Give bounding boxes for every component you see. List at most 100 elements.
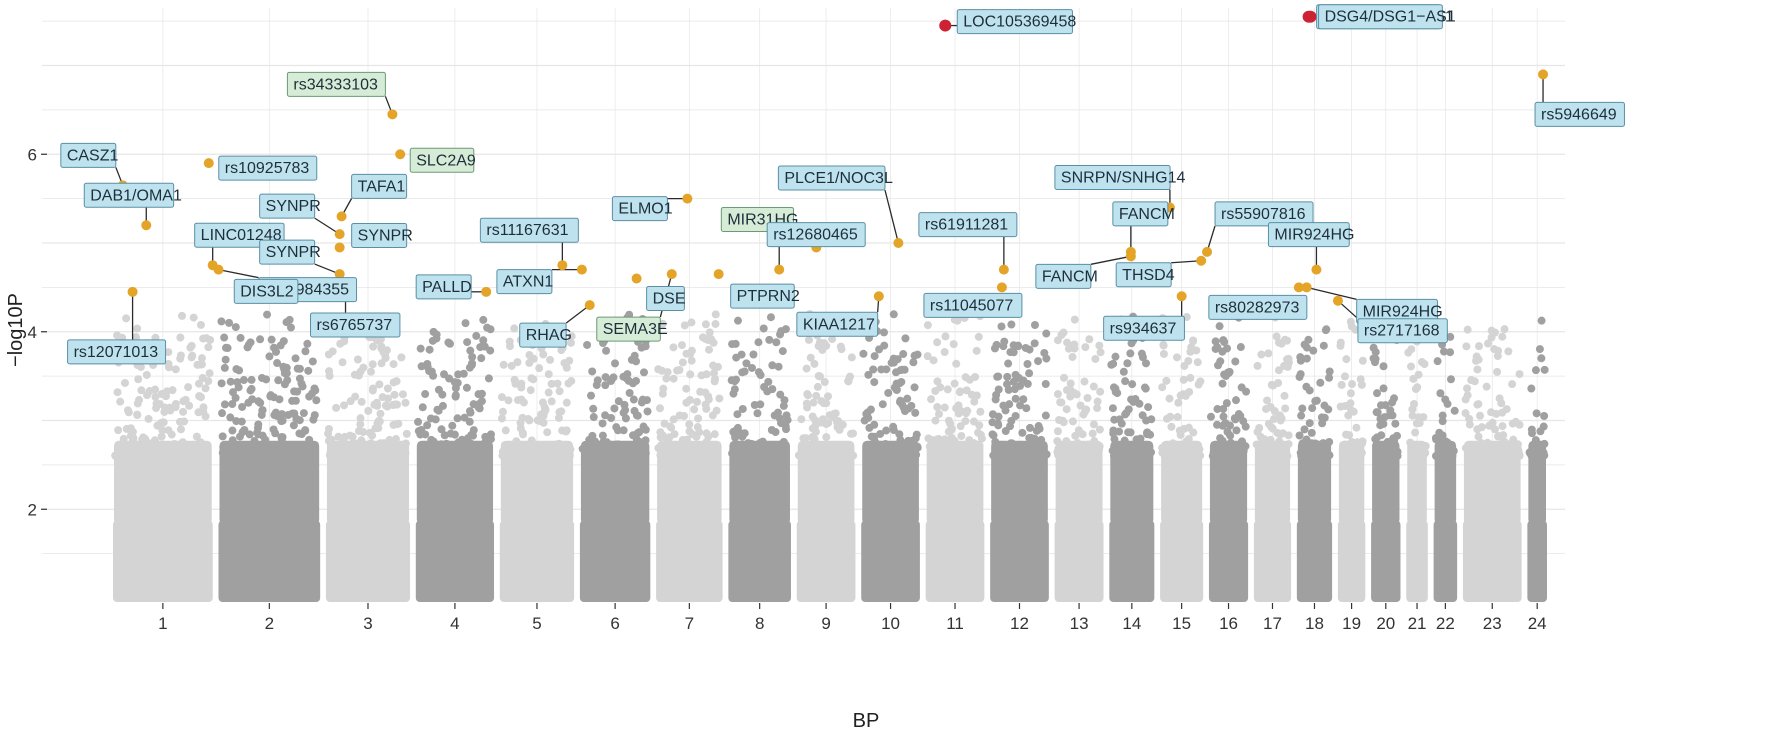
snp-label-box bbox=[409, 147, 475, 173]
snp-point bbox=[1056, 398, 1065, 407]
snp-point bbox=[1029, 444, 1038, 453]
snp-point bbox=[278, 451, 287, 460]
snp-point bbox=[1319, 341, 1328, 350]
snp-point bbox=[266, 391, 275, 400]
snp-point bbox=[540, 408, 549, 417]
snp-label-box bbox=[611, 196, 668, 222]
snp-point bbox=[1389, 434, 1398, 443]
snp-point bbox=[1193, 449, 1202, 458]
snp-point bbox=[1237, 451, 1246, 460]
snp-point bbox=[729, 389, 738, 398]
snp-point bbox=[1004, 359, 1013, 368]
snp-label: ATXN1 bbox=[503, 274, 553, 291]
snp-point bbox=[909, 451, 918, 460]
snp-point bbox=[639, 368, 648, 377]
snp-point bbox=[1034, 357, 1043, 366]
snp-point bbox=[1129, 397, 1138, 406]
snp-point bbox=[654, 444, 663, 453]
snp-point bbox=[711, 319, 720, 328]
suggestive-snp-point bbox=[713, 269, 724, 280]
snp-point bbox=[235, 432, 244, 441]
snp-label: TAFA1 bbox=[358, 178, 406, 195]
snp-point bbox=[401, 398, 410, 407]
snp-point bbox=[486, 325, 495, 334]
snp-point bbox=[217, 379, 226, 388]
snp-point bbox=[231, 323, 240, 332]
point-band bbox=[1054, 520, 1104, 602]
snp-point bbox=[324, 429, 333, 438]
snp-point bbox=[744, 439, 753, 448]
suggestive-snp-point bbox=[631, 273, 642, 284]
snp-point bbox=[391, 435, 400, 444]
snp-point bbox=[353, 355, 362, 364]
snp-point bbox=[504, 396, 513, 405]
snp-point bbox=[1474, 400, 1483, 409]
snp-point bbox=[988, 430, 997, 439]
snp-point bbox=[738, 404, 747, 413]
snp-point bbox=[340, 401, 349, 410]
snp-point bbox=[293, 387, 302, 396]
snp-point bbox=[630, 406, 639, 415]
snp-point bbox=[1540, 412, 1549, 421]
snp-point bbox=[283, 376, 292, 385]
snp-point bbox=[1379, 362, 1388, 371]
snp-point bbox=[218, 432, 227, 441]
snp-point bbox=[1511, 439, 1520, 448]
snp-point bbox=[934, 410, 943, 419]
snp-point bbox=[1066, 379, 1075, 388]
snp-point bbox=[1500, 325, 1509, 334]
snp-point bbox=[328, 347, 337, 356]
snp-point bbox=[1376, 421, 1385, 430]
snp-point bbox=[797, 415, 806, 424]
snp-point bbox=[247, 375, 256, 384]
snp-label: LOC105369458 bbox=[963, 14, 1076, 31]
snp-point bbox=[284, 411, 293, 420]
snp-point bbox=[525, 358, 534, 367]
snp-point bbox=[1300, 340, 1309, 349]
snp-point bbox=[1090, 451, 1099, 460]
snp-point bbox=[236, 333, 245, 342]
snp-point bbox=[505, 342, 514, 351]
snp-point bbox=[950, 379, 959, 388]
background-points bbox=[111, 310, 1549, 602]
snp-point bbox=[377, 451, 386, 460]
snp-point bbox=[598, 431, 607, 440]
snp-point bbox=[825, 411, 834, 420]
snp-point bbox=[673, 451, 682, 460]
snp-label-box bbox=[479, 217, 579, 243]
snp-point bbox=[291, 396, 300, 405]
snp-point bbox=[265, 352, 274, 361]
snp-point bbox=[1053, 390, 1062, 399]
snp-point bbox=[933, 377, 942, 386]
snp-point bbox=[664, 451, 673, 460]
snp-label-box bbox=[218, 155, 318, 181]
snp-point bbox=[350, 438, 359, 447]
snp-point bbox=[1226, 438, 1235, 447]
snp-point bbox=[947, 426, 956, 435]
snp-point bbox=[254, 397, 263, 406]
snp-point bbox=[195, 392, 204, 401]
snp-point bbox=[1111, 352, 1120, 361]
snp-point bbox=[228, 426, 237, 435]
snp-point bbox=[592, 381, 601, 390]
snp-point bbox=[1253, 427, 1262, 436]
snp-point bbox=[641, 425, 650, 434]
snp-point bbox=[1184, 434, 1193, 443]
snp-point bbox=[601, 381, 610, 390]
snp-point bbox=[133, 410, 142, 419]
snp-point bbox=[1474, 432, 1483, 441]
snp-point bbox=[1369, 343, 1378, 352]
snp-point bbox=[903, 394, 912, 403]
snp-point bbox=[1231, 357, 1240, 366]
suggestive-snp-point bbox=[127, 286, 138, 297]
snp-point bbox=[1472, 352, 1481, 361]
snp-point bbox=[1274, 379, 1283, 388]
snp-point bbox=[665, 441, 674, 450]
snp-point bbox=[199, 334, 208, 343]
snp-point bbox=[221, 355, 230, 364]
snp-point bbox=[467, 431, 476, 440]
snp-point bbox=[1537, 354, 1546, 363]
snp-label-box bbox=[1112, 201, 1169, 227]
snp-label: THSD4 bbox=[1122, 267, 1175, 284]
snp-point bbox=[357, 397, 366, 406]
